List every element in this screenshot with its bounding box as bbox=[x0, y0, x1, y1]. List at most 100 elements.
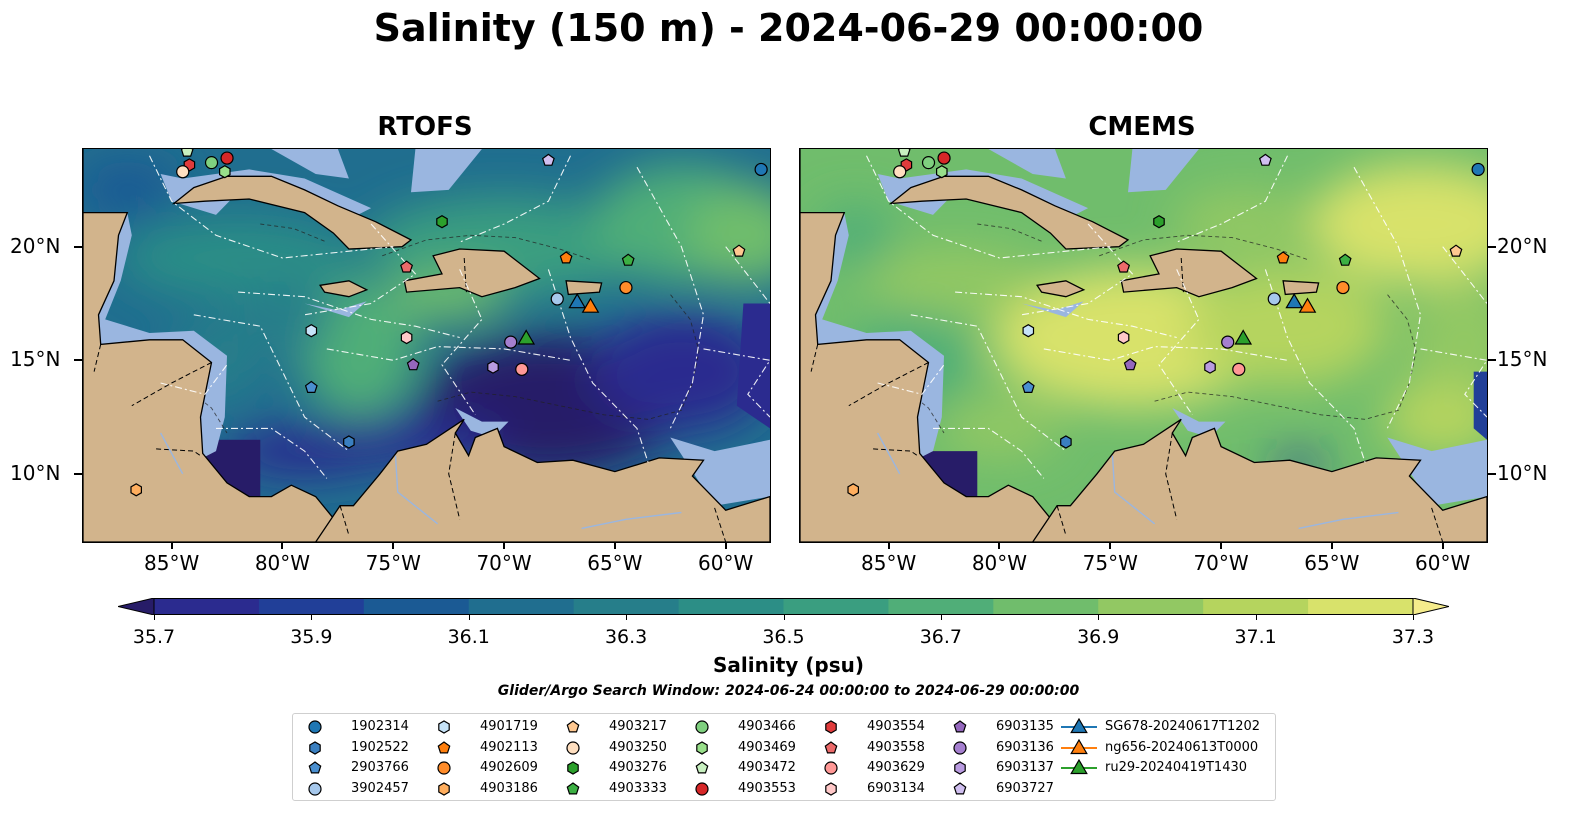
legend-marker bbox=[566, 720, 580, 733]
lat-tick-label-right: 10°N bbox=[1497, 460, 1548, 485]
legend-label: 4903276 bbox=[609, 760, 667, 775]
legend-label: 6903727 bbox=[996, 780, 1054, 796]
lat-tick-label-left: 10°N bbox=[10, 460, 61, 485]
colorbar-bin bbox=[1098, 598, 1204, 615]
obs-marker bbox=[1021, 380, 1035, 393]
obs-marker bbox=[1298, 297, 1317, 313]
legend-label: 4903554 bbox=[867, 719, 925, 734]
legend-label: 6903136 bbox=[996, 739, 1054, 755]
legend-label: 1902522 bbox=[351, 739, 409, 755]
lon-tick-label: 75°W bbox=[365, 551, 421, 575]
obs-marker bbox=[204, 156, 219, 170]
lon-tick-label: 60°W bbox=[1415, 551, 1471, 575]
lon-tick-label: 70°W bbox=[476, 551, 532, 575]
colorbar-tick bbox=[1413, 615, 1414, 620]
lon-tick-label: 65°W bbox=[1304, 551, 1360, 575]
obs-marker bbox=[732, 244, 746, 257]
lon-tick-label: 80°W bbox=[971, 551, 1028, 575]
legend-marker bbox=[566, 781, 580, 794]
lat-tick bbox=[74, 245, 82, 248]
obs-marker bbox=[1060, 435, 1072, 449]
colorbar-tick-label: 36.3 bbox=[604, 626, 648, 648]
lat-tick bbox=[74, 359, 82, 362]
colorbar-bin bbox=[783, 598, 889, 615]
obs-marker bbox=[541, 153, 555, 166]
legend-marker bbox=[695, 761, 709, 774]
legend-marker bbox=[953, 740, 967, 755]
legend-marker bbox=[953, 781, 967, 794]
colorbar-tick bbox=[1098, 615, 1100, 620]
legend-label: 4903250 bbox=[609, 739, 667, 755]
obs-marker bbox=[1336, 280, 1350, 295]
colorbar-tick-label: 37.1 bbox=[1234, 626, 1277, 648]
colorbar-tick bbox=[311, 615, 313, 620]
colorbar-tick bbox=[468, 615, 470, 620]
obs-marker bbox=[1123, 358, 1137, 371]
lon-tick bbox=[1330, 543, 1333, 549]
obs-marker bbox=[550, 292, 564, 306]
obs-marker bbox=[937, 151, 951, 165]
colorbar-tick-label: 35.7 bbox=[132, 626, 176, 648]
obs-marker bbox=[897, 149, 911, 157]
obs-marker bbox=[581, 297, 600, 313]
lat-tick bbox=[1488, 359, 1496, 362]
legend-label: 4903217 bbox=[609, 719, 667, 734]
legend-marker bbox=[825, 781, 837, 796]
lon-tick bbox=[887, 543, 890, 549]
legend-marker bbox=[824, 761, 838, 775]
obs-marker bbox=[487, 360, 499, 374]
obs-marker bbox=[1267, 292, 1281, 306]
obs-marker bbox=[1234, 329, 1253, 345]
lon-tick-label: 75°W bbox=[1082, 551, 1138, 575]
lon-tick-label: 85°W bbox=[861, 551, 917, 575]
colorbar-tick-label: 36.5 bbox=[762, 626, 805, 648]
legend-marker bbox=[438, 781, 450, 796]
lon-tick bbox=[998, 543, 1001, 549]
obs-marker bbox=[130, 483, 143, 497]
lon-tick-label: 85°W bbox=[144, 551, 200, 575]
colorbar-label: Salinity (psu) bbox=[712, 653, 864, 677]
obs-marker bbox=[1204, 360, 1216, 374]
legend-label: 4903333 bbox=[609, 780, 667, 796]
obs-marker bbox=[1285, 293, 1304, 309]
obs-marker bbox=[1471, 162, 1485, 177]
panel-title-cmems: CMEMS bbox=[1088, 112, 1196, 142]
obs-marker bbox=[400, 330, 413, 345]
colorbar-tick-label: 37.3 bbox=[1391, 626, 1435, 648]
obs-marker bbox=[619, 280, 633, 295]
colorbar-bin bbox=[888, 598, 994, 615]
obs-marker bbox=[1449, 244, 1463, 257]
lat-tick-label-right: 20°N bbox=[1497, 233, 1548, 258]
obs-marker bbox=[1276, 251, 1290, 264]
lon-tick bbox=[392, 543, 395, 549]
colorbar-bin bbox=[1308, 598, 1414, 615]
cmems-salinity-map bbox=[799, 148, 1488, 543]
obs-marker bbox=[936, 165, 948, 179]
legend-marker bbox=[696, 740, 708, 755]
obs-marker bbox=[559, 251, 573, 264]
colorbar-tick-label: 35.9 bbox=[290, 626, 333, 648]
legend-label: ru29-20240419T1430 bbox=[1105, 760, 1248, 775]
legend-marker bbox=[695, 720, 709, 734]
legend-marker bbox=[308, 761, 322, 774]
obs-marker bbox=[400, 260, 414, 273]
lat-tick bbox=[1488, 472, 1496, 475]
obs-marker bbox=[504, 335, 518, 349]
legend-marker bbox=[438, 720, 450, 734]
legend-label: 4902609 bbox=[480, 760, 538, 775]
lat-tick bbox=[74, 472, 82, 475]
lat-tick-label-left: 15°N bbox=[10, 347, 61, 372]
rtofs-salinity-map bbox=[82, 148, 771, 543]
lon-tick-label: 70°W bbox=[1193, 551, 1249, 575]
obs-marker bbox=[1221, 335, 1235, 349]
colorbar-bin bbox=[1203, 598, 1309, 615]
obs-marker bbox=[304, 380, 318, 393]
colorbar-tick bbox=[1255, 615, 1257, 620]
colorbar-tick-label: 36.7 bbox=[919, 626, 963, 648]
legend-label: 4903466 bbox=[738, 719, 796, 734]
panel-title-rtofs: RTOFS bbox=[377, 112, 473, 142]
obs-marker bbox=[1338, 253, 1352, 266]
legend-label: 4903558 bbox=[867, 739, 925, 755]
colorbar-tick bbox=[626, 615, 628, 620]
legend: 1902314 1902522 2903766 3902457 4901719 49021… bbox=[292, 713, 1276, 801]
